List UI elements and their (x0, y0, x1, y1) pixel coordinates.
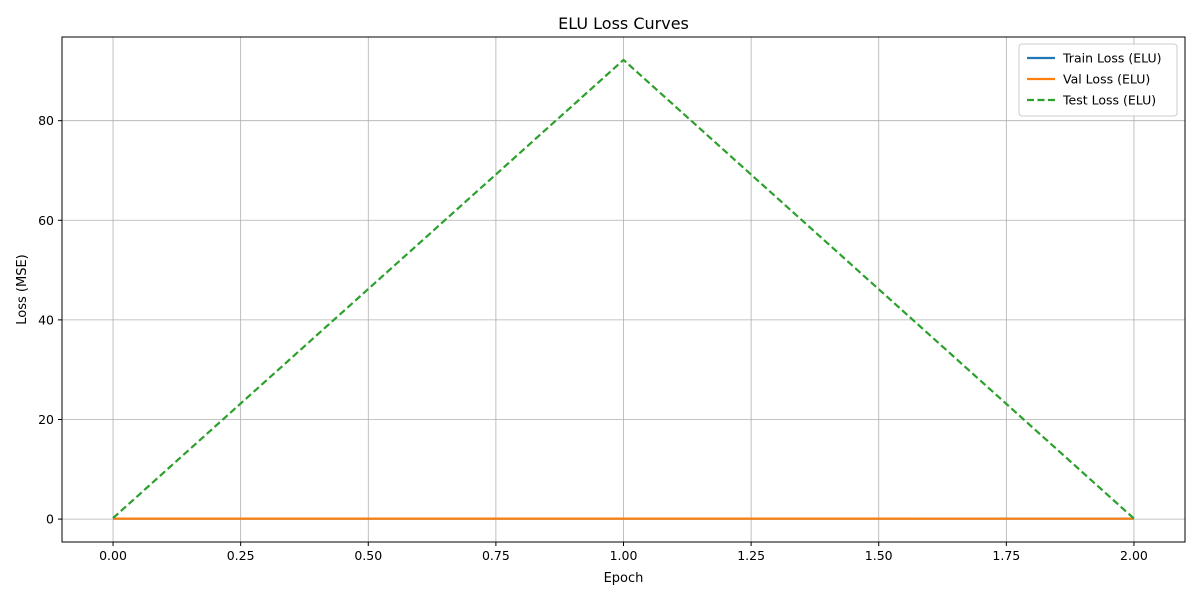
x-tick-label: 0.75 (482, 548, 510, 563)
axis-ticks: 0.00 0.25 0.50 0.75 1.00 1.25 1.50 1.75 2.00 0 20 4… (38, 113, 1148, 563)
x-tick-label: 2.00 (1120, 548, 1148, 563)
x-tick-label: 1.00 (610, 548, 638, 563)
y-tick-label: 60 (38, 213, 54, 228)
x-axis-label: Epoch (604, 571, 644, 586)
x-tick-label: 1.50 (865, 548, 893, 563)
legend-box (1018, 43, 1178, 117)
x-tick-label: 0.50 (354, 548, 382, 563)
legend: Train Loss (ELU) Val Loss (ELU) Test Loss … (1018, 43, 1178, 117)
x-tick-label: 1.75 (992, 548, 1020, 563)
y-tick-label: 20 (38, 412, 54, 427)
x-tick-label: 1.25 (737, 548, 765, 563)
legend-label: Train Loss (ELU) (1062, 51, 1162, 66)
y-tick-label: 0 (46, 512, 54, 527)
series-line (112, 58, 1135, 520)
series-lines (112, 58, 1135, 520)
chart-title: ELU Loss Curves (558, 14, 689, 33)
y-axis-label: Loss (MSE) (15, 254, 30, 324)
legend-label: Val Loss (ELU) (1063, 72, 1150, 87)
x-tick-label: 0.00 (99, 548, 127, 563)
y-tick-label: 40 (38, 312, 54, 327)
x-tick-label: 0.25 (227, 548, 255, 563)
legend-label: Test Loss (ELU) (1062, 93, 1156, 108)
y-tick-label: 80 (38, 113, 54, 128)
